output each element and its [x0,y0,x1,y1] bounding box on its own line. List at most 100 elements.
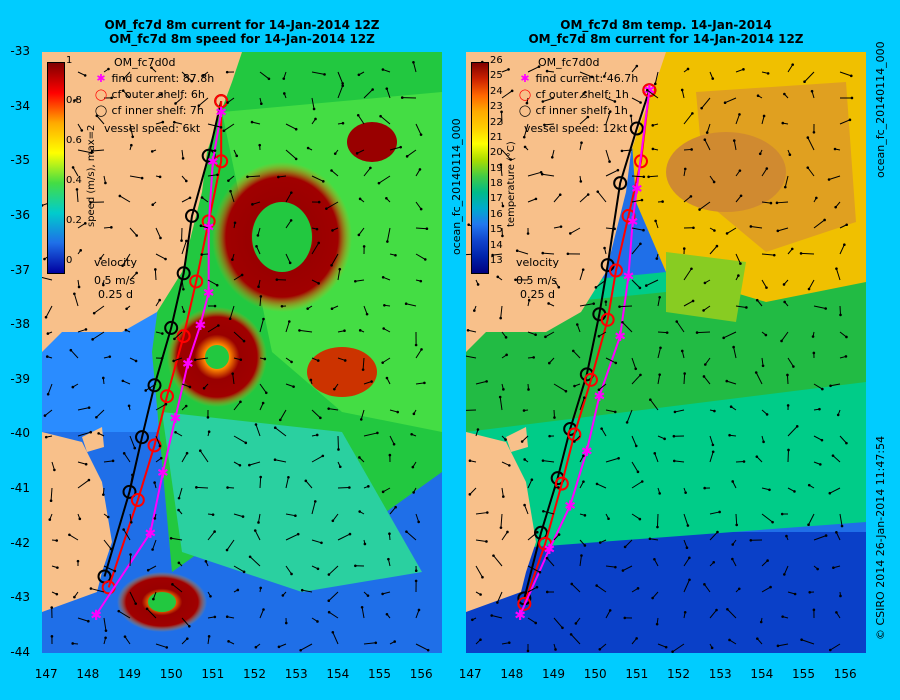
velocity-arrow [542,173,555,177]
velocity-arrow [332,632,339,645]
velocity-arrow-head [118,194,122,198]
velocity-arrow-head [385,376,389,380]
velocity-arrow [735,195,742,203]
velocity-arrow [553,383,567,392]
circle-marker-icon: ◯ [518,88,532,101]
left-track-svg: ✱ ✱ ✱ ✱ ✱ ✱ ✱ ✱ ✱ ✱ [90,94,229,624]
x-tick-label: 155 [792,667,815,681]
route-waypoint [214,94,229,109]
velocity-arrow [652,591,659,599]
velocity-arrow-head [382,327,385,330]
velocity-arrow-head [357,233,361,237]
velocity-arrow [527,531,538,541]
velocity-arrow-head [256,234,260,237]
velocity-arrow-head [702,375,706,378]
velocity-arrow-head [55,539,59,542]
velocity-arrow [181,149,184,159]
route-waypoint [214,154,229,169]
velocity-arrow-head [374,641,378,645]
velocity-arrow-head [125,307,128,311]
velocity-arrow [500,513,503,528]
velocity-arrow-head [199,224,203,228]
velocity-arrow [527,586,538,593]
velocity-arrow [683,557,690,567]
velocity-arrow [735,513,738,525]
velocity-arrow-head [781,121,785,125]
velocity-arrow-head [621,569,625,572]
velocity-arrow [828,175,841,180]
x-tick-label: 147 [34,667,58,681]
route-waypoint [122,484,137,499]
velocity-arrow-head [466,328,470,332]
velocity-arrow [631,175,644,178]
x-tick-label: 156 [833,667,857,681]
velocity-arrow [630,115,633,125]
velocity-arrow-head [703,583,706,586]
velocity-arrow [337,71,344,84]
velocity-arrow [299,329,313,333]
velocity-arrow-head [695,331,699,334]
velocity-arrow [96,115,105,125]
velocity-arrow [415,123,422,135]
colorbar-tick: 16 [490,208,503,220]
route-waypoint [160,389,174,404]
velocity-arrow-head [385,612,389,616]
velocity-arrow-head [603,75,606,78]
velocity-arrow [527,66,540,73]
velocity-arrow-head [399,145,402,149]
velocity-arrow-head [418,168,422,171]
velocity-arrow-head [267,77,271,81]
velocity-arrow-head [134,602,138,605]
velocity-arrow [654,453,659,463]
velocity-arrow-head [583,514,587,517]
x-tick-label: 149 [542,667,565,681]
velocity-arrow [781,331,789,342]
velocity-arrow-head [343,329,346,333]
velocity-arrow-head [330,169,333,172]
velocity-arrow-head [83,222,87,225]
velocity-arrow-head [504,438,507,441]
velocity-arrow-head [393,640,396,643]
velocity-arrow-head [385,87,389,90]
velocity-arrow-head [323,73,326,76]
velocity-arrow-head [89,587,93,590]
velocity-arrow [761,513,773,523]
velocity-arrow [357,114,365,125]
velocity-arrow [761,115,765,125]
velocity-arrow-head [348,486,351,489]
velocity-arrow-head [772,253,776,257]
velocity-arrow-head [104,181,107,185]
velocity-arrow-head [135,271,138,275]
legend-entry: ◯ cf inner shelf: 7h [94,104,204,117]
right-colorbar [471,62,489,274]
velocity-arrow [198,97,209,107]
velocity-arrow-head [87,478,91,482]
velocity-arrow [93,305,105,314]
velocity-arrow [579,555,582,567]
route-waypoint [130,493,145,508]
velocity-arrow-head [338,465,342,469]
route-waypoint: ✱ [194,318,206,334]
velocity-arrow-head [48,518,52,521]
velocity-arrow-head [711,450,715,454]
velocity-arrow-head [172,120,176,124]
velocity-arrow-head [608,609,612,612]
velocity-arrow-head [122,77,126,80]
velocity-arrow-head [762,114,766,118]
velocity-arrow-head [122,452,126,455]
velocity-arrow [784,175,789,188]
route-waypoint [517,596,532,611]
velocity-arrow [207,174,218,177]
legend-entry: ◯ cf inner shelf: 1h [518,104,628,117]
right-colorbar-label: temperature (°C) [506,141,517,227]
velocity-arrow-head [231,372,234,375]
velocity-arrow [501,90,513,99]
velocity-arrow-head [154,268,157,271]
velocity-arrow [500,164,503,177]
route-waypoint: ✱ [144,526,156,542]
velocity-arrow [415,609,420,619]
velocity-arrow-head [341,82,344,85]
velocity-arrow-head [108,355,112,358]
velocity-arrow [328,565,339,575]
velocity-arrow [813,535,827,541]
